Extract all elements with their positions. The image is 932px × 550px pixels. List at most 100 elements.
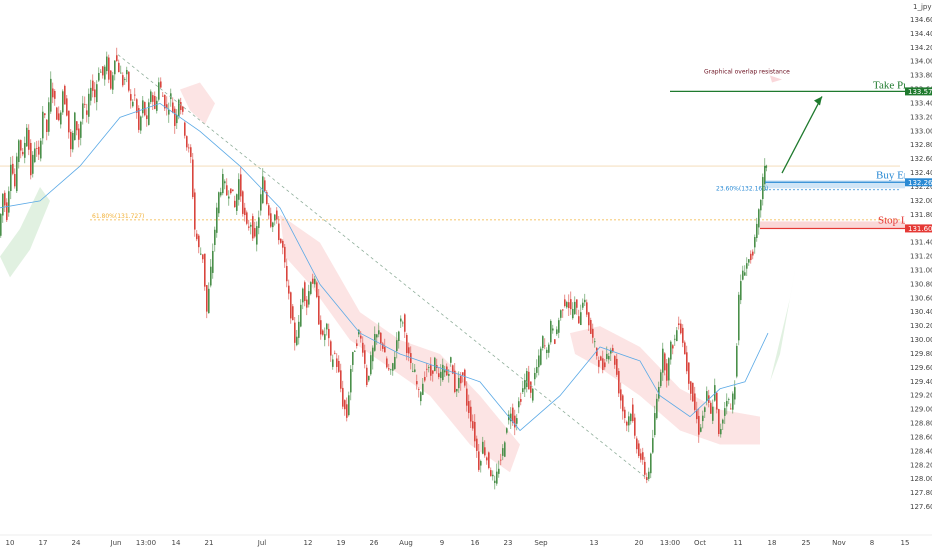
candle-up [62,91,64,113]
candle-down [166,104,168,109]
candle-down [474,421,476,442]
candle-up [158,82,160,100]
price-tick-label: 127.800 [910,489,932,497]
candle-down [570,299,572,310]
candle-down [464,369,466,386]
candle-down [68,110,70,133]
candle-up [610,349,612,354]
candle-up [414,369,416,372]
candle-up [400,318,402,322]
candle-up [314,278,316,285]
candle-down [58,113,60,121]
candle-down [162,95,164,97]
candle-down [418,389,420,390]
candle-up [18,140,20,162]
time-tick-label: Sep [534,539,548,547]
candle-down [330,341,332,356]
price-tick-label: 130.000 [910,336,932,344]
candle-up [256,226,258,245]
horizontal-reference-lines: 61.80%(131.727) 23.60%(132.160) [0,165,900,221]
candle-up [300,304,302,327]
time-axis[interactable]: 10 17 24 Jun 13:00 14 21 Jul 12 19 26 Aug 9 16 23 Sep 13… [0,534,932,547]
time-tick-label: 17 [39,539,48,547]
candle-up [98,72,100,81]
candle-up [210,266,212,286]
candle-up [496,471,498,484]
candle-up [652,438,654,453]
price-tick-label: 130.200 [910,322,932,330]
candle-up [734,387,736,400]
candle-up [218,192,220,214]
candle-up [662,348,664,373]
candle-up [742,270,744,280]
candle-down [476,438,478,451]
price-axis[interactable]: 1_jpy 0 134.600 134.400 134.200 134.000 133.8… [905,0,932,550]
candle-up [72,133,74,150]
candle-down [694,393,696,410]
candle-down [432,370,434,374]
candle-up [556,329,558,335]
candle-down [64,85,66,105]
candle-up [494,480,496,483]
candle-up [434,357,436,372]
price-tick-label: 130.800 [910,280,932,288]
candle-down [366,367,368,385]
candle-down [602,358,604,370]
candle-down [182,106,184,112]
candle-down [312,278,314,284]
price-tick-label: 130.400 [910,308,932,316]
candle-down [122,75,124,86]
candle-down [382,343,384,349]
candle-down [614,356,616,365]
candle-up [238,179,240,200]
candle-down [102,66,104,76]
candle-down [730,408,732,410]
price-tick-label: 129.800 [910,350,932,358]
candle-up [216,207,218,233]
candle-down [184,122,186,136]
candle-down [692,382,694,402]
candle-down [750,253,752,261]
candle-up [560,310,562,318]
time-tick-label: 25 [802,539,811,547]
candle-down [188,147,190,149]
price-tick-label: 128.000 [910,475,932,483]
candle-down [576,299,578,308]
candle-down [562,309,564,311]
candle-up [296,336,298,346]
candle-down [710,402,712,414]
candle-up [456,388,458,392]
candle-up [744,272,746,276]
candle-up [482,441,484,454]
candle-up [650,453,652,474]
candle-down [136,99,138,113]
candle-up [250,224,252,227]
candle-down [180,102,182,110]
candle-up [706,391,708,402]
candle-up [332,359,334,367]
time-tick-label: 24 [72,539,81,547]
candle-down [336,358,338,367]
candle-up [704,407,706,412]
candle-up [748,259,750,263]
candle-down [276,210,278,220]
candle-up [492,474,494,477]
candle-down [242,191,244,214]
time-tick-label: 8 [870,539,874,547]
candle-up [630,413,632,422]
candle-down [6,202,8,221]
candle-up [648,471,650,479]
candle-up [228,196,230,199]
price-tick-label: 132.400 [910,169,932,177]
candle-down [292,306,294,321]
candle-up [26,127,28,147]
candle-down [478,451,480,470]
time-tick-label: 26 [370,539,379,547]
price-tick-label: 128.200 [910,461,932,469]
candle-down [198,235,200,248]
candle-down [318,295,320,325]
candle-down [306,299,308,308]
time-tick-label: 16 [471,539,480,547]
